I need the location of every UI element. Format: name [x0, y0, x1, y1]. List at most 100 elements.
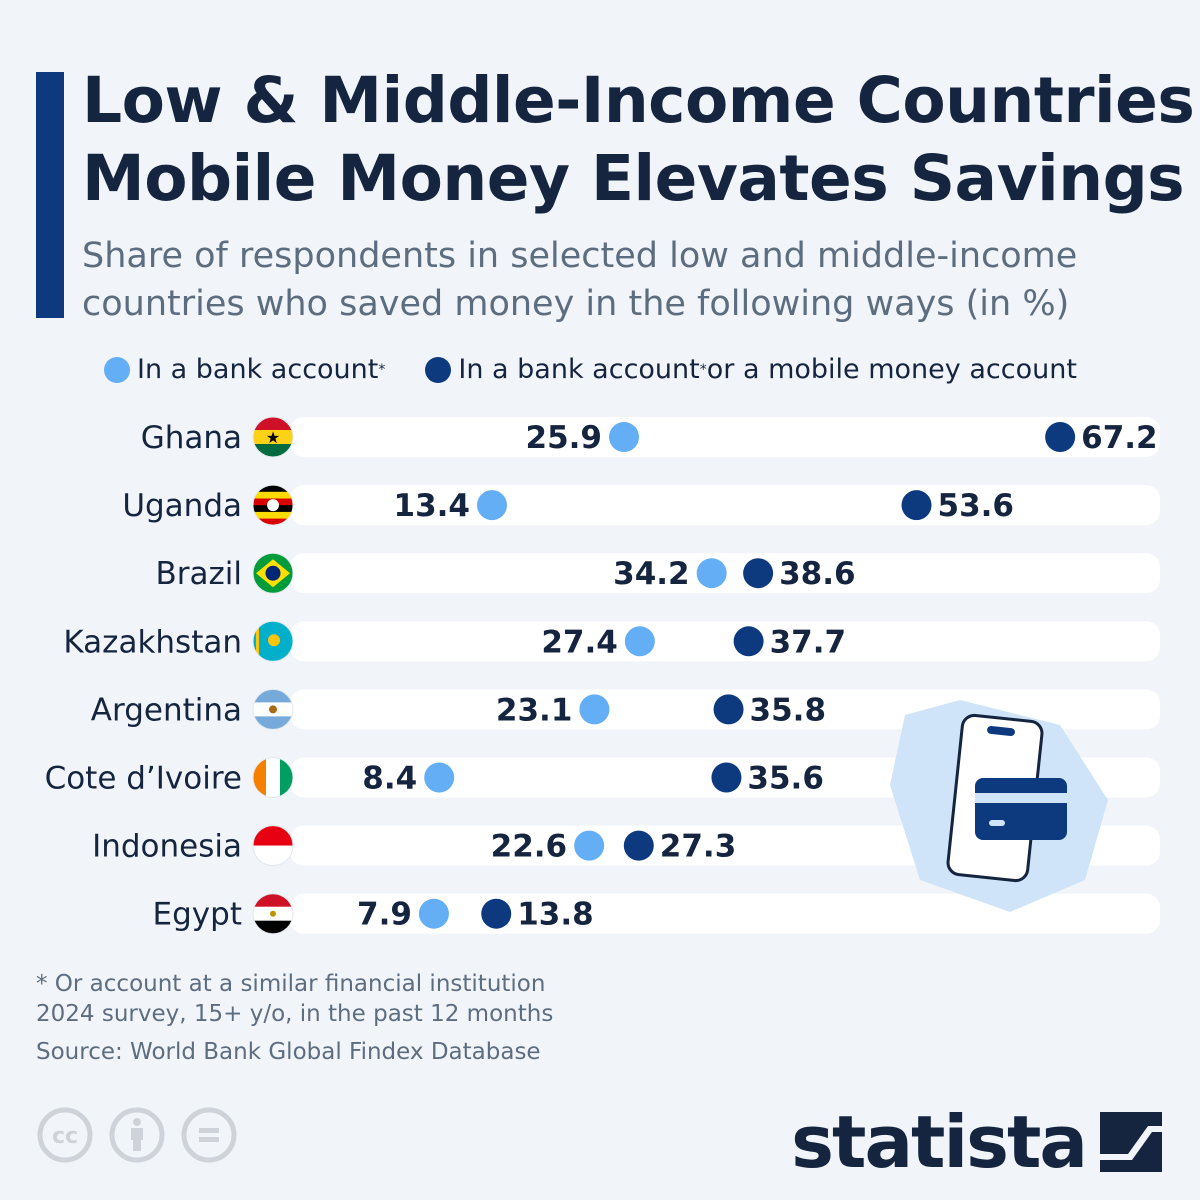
legend-label-bank-or-mobile-suffix: or a mobile money account — [706, 354, 1077, 385]
data-label-bank: 25.9 — [526, 420, 603, 456]
dot-bank-or-mobile — [901, 490, 932, 521]
phone-with-card-icon — [890, 700, 1108, 912]
dot-bank — [696, 558, 727, 589]
flag-argentina-icon — [253, 689, 293, 730]
flag-stripe — [253, 417, 293, 431]
data-label-bank-or-mobile: 38.6 — [779, 556, 856, 592]
license-icons: cc — [36, 1106, 238, 1164]
flag-kazakhstan-icon — [253, 621, 293, 662]
legend: In a bank account * In a bank account * or… — [104, 354, 1117, 385]
flag-stripe — [253, 825, 293, 846]
flag-emblem — [267, 499, 279, 512]
flag-stripe — [253, 491, 293, 499]
legend-star: * — [378, 361, 386, 378]
dot-bank-or-mobile — [733, 626, 764, 657]
flag-border — [252, 757, 294, 798]
source-note: Source: World Bank Global Findex Databas… — [36, 1039, 541, 1065]
flag-stripe — [253, 518, 293, 526]
flag-brazil-icon — [253, 553, 293, 594]
title-line-2: Mobile Money Elevates Savings — [82, 142, 1185, 215]
chart-subtitle: Share of respondents in selected low and… — [82, 232, 1077, 328]
data-label-bank: 7.9 — [357, 897, 412, 933]
category-label: Argentina — [91, 692, 242, 728]
chart-row: Uganda 13.4 53.6 — [122, 484, 1160, 526]
flag-border — [252, 552, 294, 594]
data-label-bank: 34.2 — [613, 556, 690, 592]
category-label: Indonesia — [92, 829, 242, 865]
flag-egypt-icon — [253, 893, 293, 934]
data-label-bank: 13.4 — [394, 488, 471, 524]
dot-bank-or-mobile — [743, 558, 774, 589]
flag-sun — [269, 705, 277, 714]
category-label: Egypt — [153, 897, 242, 933]
chart-row: Kazakhstan 27.4 37.7 — [63, 620, 1160, 662]
dot-bank — [579, 694, 610, 725]
flag-indonesia-icon — [253, 825, 293, 866]
dot-bank — [424, 762, 455, 793]
chart-row: Ghana ★ 25.9 67.2 — [141, 416, 1160, 458]
dot-bank — [609, 422, 640, 452]
row-band — [290, 417, 1160, 457]
row-band — [290, 893, 1160, 934]
card-stripe — [975, 793, 1067, 803]
flag-stripe — [280, 757, 293, 798]
flag-stripe — [253, 689, 293, 704]
data-label-bank-or-mobile: 37.7 — [770, 624, 847, 660]
flag-star: ★ — [266, 428, 280, 447]
dot-bank-or-mobile — [713, 694, 744, 725]
dot-plot: Ghana ★ 25.9 67.2 Uganda 13.4 53.6 Brazil 34.2 38… — [45, 416, 1160, 935]
row-band — [290, 621, 1160, 662]
flag-stripe — [253, 757, 267, 798]
flag-border — [252, 893, 294, 935]
flag-stripe — [253, 511, 293, 519]
category-label: Cote d’Ivoire — [45, 761, 242, 797]
dot-bank-or-mobile — [1045, 422, 1076, 452]
statista-logo: statista — [791, 1100, 1162, 1184]
data-label-bank: 22.6 — [491, 829, 568, 865]
statista-logo-icon — [1100, 1112, 1162, 1172]
no-derivatives-icon — [181, 1107, 237, 1163]
flag-sun — [268, 634, 280, 647]
flag-stripe — [266, 757, 280, 798]
flag-uganda-icon — [253, 485, 293, 526]
flag-stripe — [253, 485, 293, 493]
flag-border — [252, 484, 294, 526]
card-chip — [989, 820, 1005, 826]
flag-border — [252, 620, 294, 662]
flag-border — [252, 416, 294, 458]
flag-stripe — [253, 845, 293, 866]
title-line-1: Low & Middle-Income Countries: — [82, 64, 1200, 137]
category-label: Kazakhstan — [63, 624, 242, 660]
phone-notch — [987, 725, 1015, 737]
legend-item-bank: In a bank account * — [104, 354, 385, 385]
flag-ghana-icon: ★ — [253, 417, 293, 457]
dot-bank — [418, 898, 449, 929]
data-label-bank-or-mobile: 35.8 — [750, 692, 827, 728]
data-label-bank-or-mobile: 13.8 — [517, 897, 594, 933]
data-label-bank-or-mobile: 35.6 — [747, 761, 824, 797]
data-label-bank: 27.4 — [541, 624, 618, 660]
flag-eagle — [270, 910, 276, 917]
flag-stripe — [253, 716, 293, 730]
data-label-bank-or-mobile: 53.6 — [938, 488, 1015, 524]
cc-icon: cc — [37, 1107, 93, 1163]
brand-name: statista — [791, 1100, 1088, 1184]
category-label: Ghana — [141, 420, 242, 456]
footnote: * Or account at a similar financial inst… — [36, 971, 546, 997]
dot-bank — [574, 830, 605, 861]
flag-globe — [265, 565, 281, 581]
chart-row: Brazil 34.2 38.6 — [155, 552, 1160, 594]
category-label: Brazil — [155, 556, 242, 592]
legend-item-bank-or-mobile: In a bank account * or a mobile money acc… — [425, 354, 1077, 385]
chart-title: Low & Middle-Income Countries: Mobile Mo… — [82, 62, 1200, 218]
legend-dot-bank-or-mobile — [425, 356, 452, 383]
legend-label-bank: In a bank account — [137, 354, 379, 385]
title-accent-bar — [36, 72, 64, 318]
flag-stripe — [253, 430, 293, 444]
dot-bank — [624, 626, 655, 657]
chart-row: Egypt 7.9 13.8 — [153, 893, 1160, 935]
dot-bank-or-mobile — [623, 830, 654, 861]
attribution-icon — [109, 1107, 165, 1163]
flag-cotedivoire-icon — [253, 757, 293, 798]
data-label-bank: 8.4 — [362, 761, 417, 797]
